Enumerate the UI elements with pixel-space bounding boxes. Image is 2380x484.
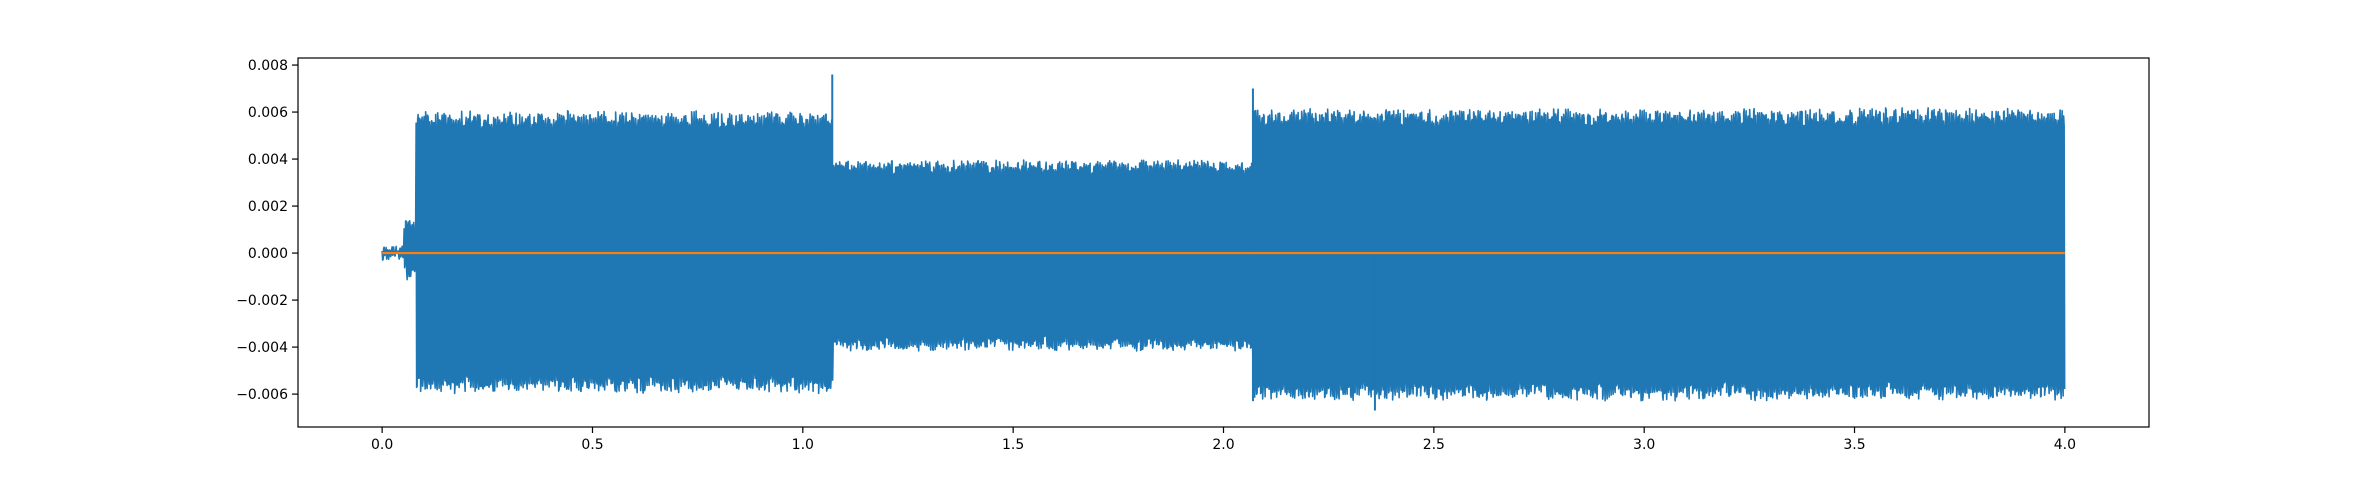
axes-layer: 0.0 0.5 1.0 1.5 2.0 2.5 3.0 3.5 4.0 −0.006 −0.004 −…	[236, 57, 2150, 453]
series-line-blue	[381, 107, 2066, 402]
y-tick-label: 0.002	[248, 199, 288, 215]
y-tick-label: −0.006	[236, 387, 288, 403]
y-tick-label: 0.008	[248, 58, 288, 74]
x-tick-label: 0.0	[371, 437, 393, 453]
x-tick-label: 4.0	[2054, 437, 2076, 453]
y-tick-label: −0.002	[236, 293, 288, 309]
x-tick-label: 2.0	[1212, 437, 1234, 453]
x-tick-label: 0.5	[581, 437, 603, 453]
y-tick-label: −0.004	[236, 340, 288, 356]
x-tick-label: 3.0	[1633, 437, 1655, 453]
y-tick-label: 0.006	[248, 105, 288, 121]
x-tick-label: 3.5	[1843, 437, 1865, 453]
x-tick-label: 1.0	[792, 437, 814, 453]
y-tick-label: 0.000	[248, 246, 288, 262]
x-tick-label: 1.5	[1002, 437, 1024, 453]
y-tick-label: 0.004	[248, 152, 288, 168]
series-layer	[381, 74, 2066, 411]
x-tick-label: 2.5	[1423, 437, 1445, 453]
